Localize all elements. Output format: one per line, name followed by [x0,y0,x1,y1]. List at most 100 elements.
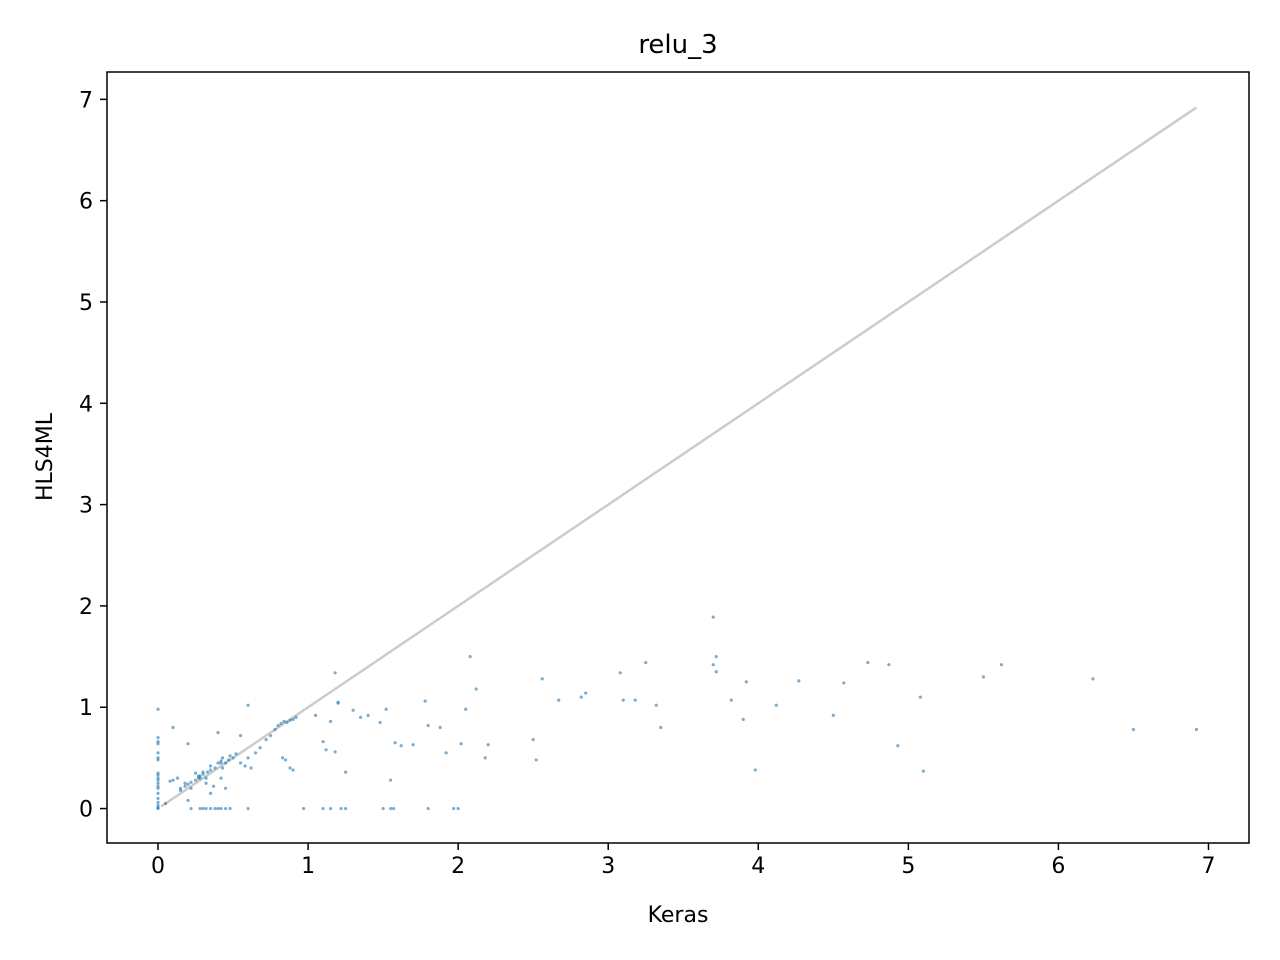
data-point [918,695,922,699]
y-tick-label: 7 [79,88,93,113]
data-point [219,776,223,780]
data-point [208,806,213,811]
data-point [189,806,193,811]
data-point [220,766,225,770]
y-tick-label: 1 [79,696,93,721]
y-tick-label: 0 [79,798,93,823]
data-point [399,744,403,748]
data-point [264,738,268,742]
data-point [714,654,718,659]
plot-area [160,106,1198,808]
data-point [291,717,295,721]
data-point [866,661,870,665]
data-point [246,806,250,811]
data-point [557,698,561,702]
data-point [633,698,637,702]
data-point [729,698,733,702]
x-tick-label: 3 [601,854,615,879]
data-point [226,758,231,762]
data-point [774,703,778,707]
data-point [659,725,663,730]
axis-ticks: 0 1 2 3 4 5 6 7 0 1 2 3 4 5 6 7 [79,88,1215,879]
data-point [426,723,430,728]
data-point [438,725,442,730]
data-point [193,771,198,775]
data-point [156,806,160,811]
data-point [644,661,648,665]
data-point [744,680,748,684]
data-point [171,778,175,782]
data-point [243,764,247,768]
data-point [540,677,544,681]
data-point [741,717,745,721]
data-point [999,663,1003,667]
data-point [220,756,225,760]
data-point [896,744,900,748]
x-tick-label: 7 [1201,854,1215,879]
data-point [175,776,180,780]
data-point [238,734,243,738]
data-point [178,788,183,792]
data-point [654,703,658,707]
data-point [444,751,448,755]
data-point [381,806,385,811]
data-point [198,806,202,811]
scatter-points [156,615,1199,811]
data-point [344,770,348,774]
data-point [321,806,325,811]
data-point [276,723,280,728]
data-point [156,786,160,790]
data-point [183,784,187,788]
data-point [216,806,220,811]
data-point [193,778,198,782]
x-tick-label: 0 [151,854,165,879]
y-tick-label: 5 [79,291,93,316]
data-point [238,761,243,765]
data-point [219,761,223,765]
data-point [366,713,370,717]
data-point [213,766,217,770]
data-point [301,806,306,811]
data-point [797,679,801,683]
data-point [483,756,487,760]
data-point [423,699,427,703]
data-point [280,756,285,760]
data-point [168,779,172,783]
data-point [344,806,348,811]
data-point [156,796,160,801]
data-point [339,806,343,811]
data-point [211,784,216,788]
data-point [189,780,193,784]
data-point [328,806,333,811]
data-point [156,778,160,782]
data-point [285,720,289,725]
data-point [459,742,463,746]
x-tick-label: 1 [301,854,315,879]
data-point [234,752,238,756]
data-point [392,806,396,811]
y-tick-label: 4 [79,392,93,417]
data-point [156,736,160,740]
data-point [921,769,925,773]
data-point [531,738,535,742]
data-point [1091,677,1095,681]
data-point [474,687,478,691]
data-point [1131,727,1136,732]
data-point [205,770,210,774]
data-point [198,776,202,780]
data-point [246,703,250,707]
data-point [291,768,295,772]
plot-frame [106,71,1250,844]
data-point [359,715,363,719]
y-axis-label: HLS4ML [33,412,58,501]
data-point [336,701,340,705]
data-point [351,708,355,712]
data-point [228,806,232,811]
data-point [213,806,217,811]
data-point [204,806,208,811]
data-point [714,670,718,674]
data-point [378,720,382,725]
data-point [186,742,190,746]
data-point [258,746,262,750]
data-point [163,801,168,806]
